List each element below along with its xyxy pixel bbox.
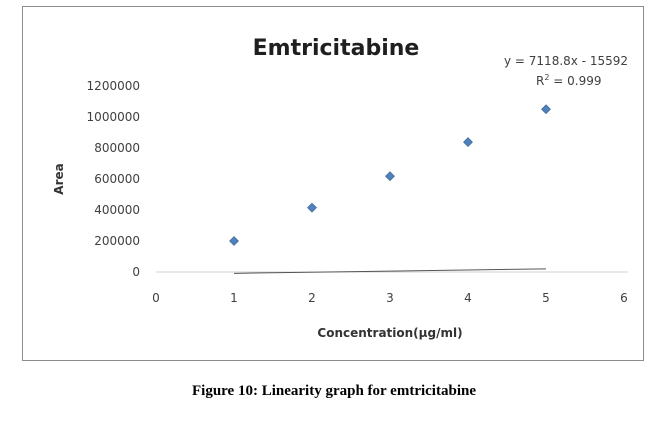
chart-frame: Emtricitabine y = 7118.8x - 15592 R2 = 0… bbox=[22, 6, 644, 361]
x-tick-label: 4 bbox=[464, 291, 472, 305]
r-squared-label: R2 = 0.999 bbox=[536, 73, 601, 88]
y-tick-label: 0 bbox=[132, 265, 140, 279]
data-point-marker bbox=[463, 137, 473, 148]
y-tick-label: 400000 bbox=[94, 203, 140, 217]
r-squared-sup: 2 bbox=[544, 73, 549, 82]
y-tick-label: 1000000 bbox=[87, 110, 140, 124]
trendline-equation: y = 7118.8x - 15592 bbox=[504, 54, 628, 68]
data-point-marker bbox=[229, 236, 239, 246]
chart-title: Emtricitabine bbox=[253, 36, 420, 61]
data-point-marker bbox=[307, 202, 317, 213]
x-tick-label: 3 bbox=[386, 291, 394, 305]
data-point-marker bbox=[541, 104, 551, 115]
y-tick-labels: 0 200000 400000 600000 800000 1000000 1200000 bbox=[87, 79, 140, 279]
r-squared-value: = 0.999 bbox=[549, 74, 601, 88]
r-squared-r: R bbox=[536, 74, 544, 88]
x-tick-label: 0 bbox=[152, 291, 160, 305]
y-tick-label: 600000 bbox=[94, 172, 140, 186]
y-tick-label: 200000 bbox=[94, 234, 140, 248]
x-tick-label: 5 bbox=[542, 291, 550, 305]
data-point-marker bbox=[385, 171, 395, 182]
x-tick-label: 2 bbox=[308, 291, 316, 305]
x-axis-title: Concentration(µg/ml) bbox=[317, 326, 462, 340]
trendline bbox=[233, 268, 547, 274]
figure-caption: Figure 10: Linearity graph for emtricita… bbox=[192, 383, 476, 399]
y-axis-title: Area bbox=[52, 163, 66, 194]
y-tick-label: 800000 bbox=[94, 141, 140, 155]
y-tick-label: 1200000 bbox=[87, 79, 140, 93]
trendline-layer bbox=[233, 268, 547, 274]
x-tick-label: 1 bbox=[230, 291, 238, 305]
chart-svg: Emtricitabine y = 7118.8x - 15592 R2 = 0… bbox=[52, 36, 628, 340]
x-tick-labels: 0 1 2 3 4 5 6 bbox=[152, 291, 628, 305]
data-points bbox=[229, 104, 551, 246]
x-tick-label: 6 bbox=[620, 291, 628, 305]
